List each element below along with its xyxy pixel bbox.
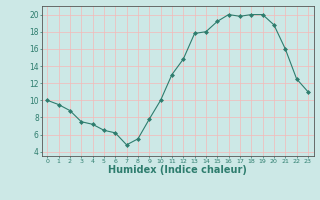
X-axis label: Humidex (Indice chaleur): Humidex (Indice chaleur) — [108, 165, 247, 175]
